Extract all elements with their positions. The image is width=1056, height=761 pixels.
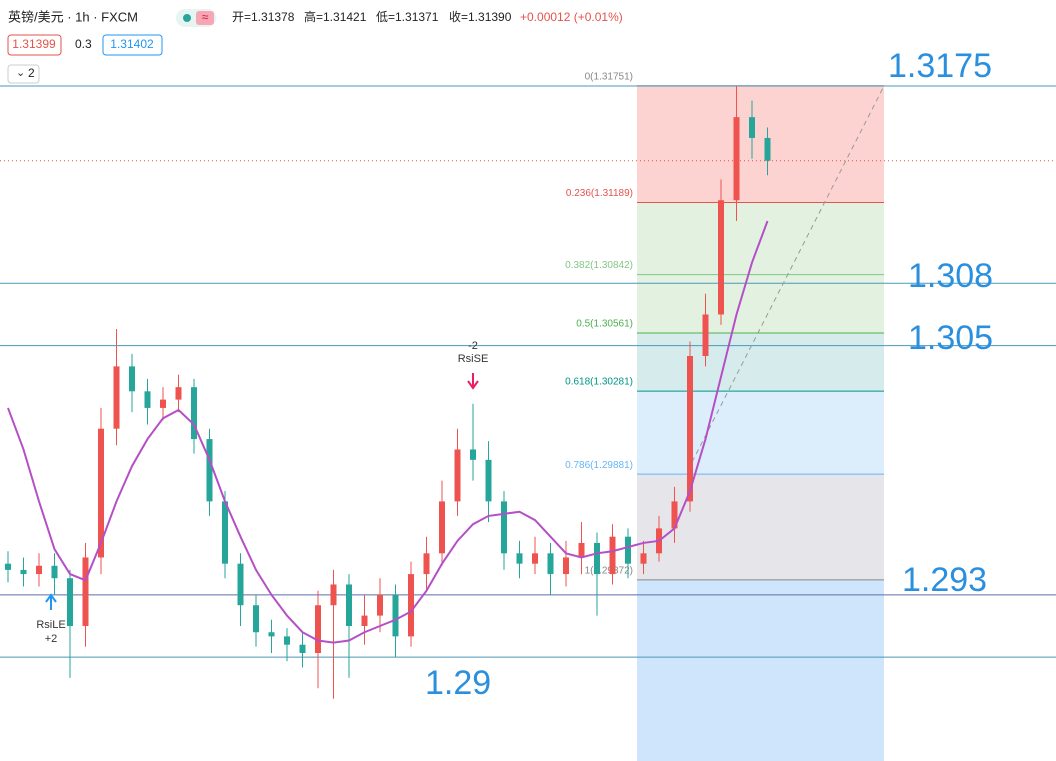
- candle-body: [485, 459, 492, 502]
- candle-body: [82, 557, 89, 626]
- fib-zone: [637, 274, 884, 333]
- candle-body: [501, 501, 507, 554]
- ohlc-change: +0.00012 (+0.01%): [520, 10, 623, 24]
- level-label: 1.305: [908, 319, 993, 357]
- sell-arrow: [467, 373, 479, 390]
- candle-body: [144, 391, 151, 408]
- indicator-count: 2: [28, 66, 35, 80]
- candle-body: [377, 594, 383, 616]
- candle-body: [361, 615, 368, 626]
- candle-body: [470, 449, 476, 460]
- signal-label: -2: [468, 340, 478, 352]
- candle-body: [594, 542, 600, 575]
- candle-body: [113, 366, 120, 429]
- bid: 1.31399: [12, 37, 56, 51]
- fib-zone: [637, 391, 884, 475]
- candle-body: [222, 501, 228, 564]
- level-label: 1.3175: [888, 47, 992, 85]
- fib-label: 1(1.29372): [585, 566, 633, 577]
- candle-body: [160, 399, 166, 408]
- candle-body: [175, 387, 182, 400]
- symbol: 英镑/美元 · 1h · FXCM: [8, 9, 138, 24]
- candle-body: [671, 501, 678, 529]
- candle-body: [5, 563, 11, 570]
- candle-body: [547, 553, 554, 575]
- candle-body: [129, 366, 135, 392]
- fib-label: 0.236(1.31189): [566, 188, 633, 199]
- candle-body: [408, 574, 414, 637]
- indicator-toggle[interactable]: [7, 64, 40, 84]
- ask: 1.31402: [110, 37, 154, 51]
- candle-body: [687, 356, 693, 502]
- candle-body: [532, 553, 538, 564]
- status-dot: [183, 14, 191, 22]
- candle-body: [330, 584, 337, 606]
- candle-body: [392, 594, 399, 637]
- candle-body: [191, 387, 197, 440]
- candle-body: [299, 644, 306, 653]
- ohlc-close: 收=1.31390: [449, 10, 512, 24]
- candle-body: [718, 200, 724, 315]
- candle-body: [268, 632, 275, 637]
- level-label: 1.29: [425, 664, 491, 702]
- candle-body: [67, 578, 73, 626]
- candle-body: [609, 536, 616, 575]
- ask-box[interactable]: [102, 34, 163, 56]
- candle-body: [516, 553, 523, 564]
- ohlc-open: 开=1.31378: [232, 10, 295, 24]
- candle-body: [346, 584, 352, 626]
- candle-body: [439, 501, 445, 554]
- candle-body: [454, 449, 461, 502]
- fib-label: 0.5(1.30561): [576, 319, 633, 330]
- candle-body: [578, 542, 585, 558]
- level-label: 1.308: [908, 257, 993, 295]
- status-icon: [196, 11, 214, 25]
- fib-label: 0.382(1.30842): [565, 260, 633, 271]
- fib-label: 0.618(1.30281): [565, 377, 633, 388]
- candle-body: [315, 605, 321, 653]
- buy-arrow: [45, 593, 57, 610]
- ohlc-high: 高=1.31421: [304, 9, 367, 24]
- fib-zone: [637, 474, 884, 580]
- candle-body: [284, 636, 290, 645]
- bid-box[interactable]: [7, 34, 62, 56]
- candle-body: [253, 605, 259, 633]
- signal-label: +2: [45, 633, 58, 645]
- candle-body: [36, 565, 42, 575]
- candle-body: [237, 563, 244, 606]
- signal-name: RsiLE: [36, 619, 65, 631]
- fib-zone: [637, 332, 884, 392]
- candle-body: [702, 314, 709, 356]
- fib-zone: [637, 85, 884, 203]
- candle-body: [206, 439, 213, 502]
- fib-label: 0.786(1.29881): [565, 460, 633, 471]
- fib-zone: [637, 579, 884, 761]
- spread: 0.3: [75, 37, 92, 51]
- candle-body: [20, 569, 27, 575]
- candle-body: [51, 565, 58, 579]
- candle-body: [423, 553, 430, 575]
- signal-name: RsiSE: [458, 353, 489, 365]
- ohlc-low: 低=1.31371: [376, 10, 439, 24]
- level-label: 1.293: [902, 561, 987, 599]
- candle-body: [625, 536, 631, 564]
- chevron: ⌄: [16, 67, 25, 79]
- candle-body: [749, 117, 755, 138]
- status-icon-glyph: ≈: [202, 10, 209, 24]
- candle-body: [764, 137, 771, 161]
- candle-body: [98, 428, 104, 558]
- moving-average: [7, 220, 769, 644]
- candle-body: [563, 557, 569, 575]
- candle-body: [733, 117, 740, 201]
- fib-label: 0(1.31751): [585, 71, 633, 82]
- candle-body: [640, 553, 647, 564]
